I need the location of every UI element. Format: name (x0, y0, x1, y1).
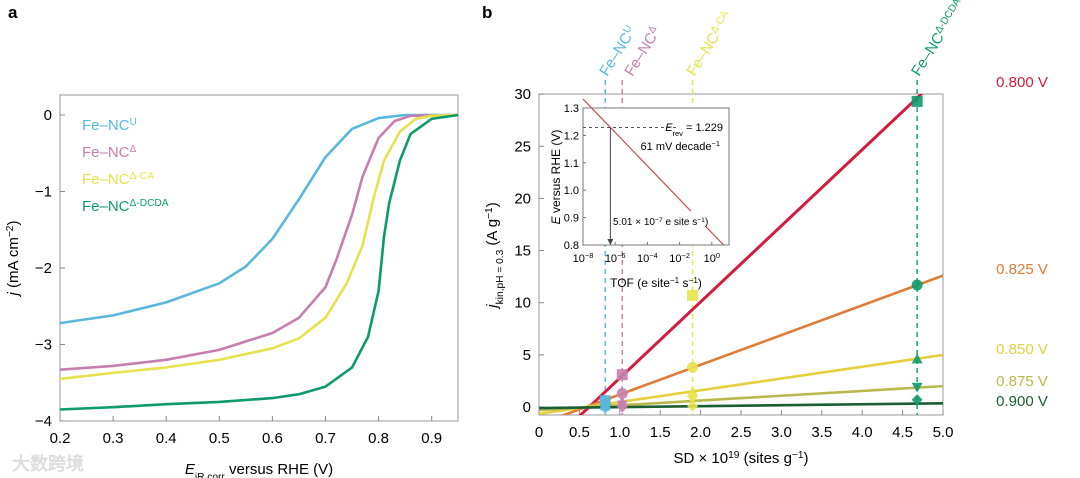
y-tick-label: −1 (35, 184, 52, 201)
inset-x-tick-label: 10−2 (669, 251, 690, 266)
x-tick-label: 5.0 (933, 424, 954, 441)
inset-x-tick-label: 10−6 (605, 251, 626, 266)
potential-label: 0.800 V (996, 74, 1048, 91)
inset-tafel-line (582, 98, 692, 212)
x-tick-label: 4.0 (852, 424, 873, 441)
inset-y-tick-label: 1.2 (564, 130, 579, 142)
data-point-diamond (911, 394, 923, 406)
potential-label: 0.900 V (996, 393, 1048, 410)
x-tick-label: 0.7 (315, 430, 336, 447)
legend-entry: Fe–NCΔ (82, 144, 137, 162)
arrowhead-icon (607, 239, 614, 245)
potential-label: 0.825 V (996, 261, 1048, 278)
x-tick-label: 0.6 (262, 430, 283, 447)
data-point-triangle-up (687, 385, 699, 396)
x-tick-label: 2.0 (690, 424, 711, 441)
y-tick-label: 25 (514, 138, 531, 155)
y-tick-label: −2 (35, 260, 52, 277)
x-axis-title: SD × 1019 (sites g−1) (673, 450, 808, 468)
data-point-circle (687, 361, 699, 373)
inset-x-tick-label: 10−8 (573, 251, 594, 266)
x-tick-label: 0 (535, 424, 543, 441)
inset-y-tick-label: 0.8 (564, 240, 579, 252)
data-point-diamond (616, 401, 628, 413)
x-tick-label: 0.3 (103, 430, 124, 447)
y-tick-label: 0 (523, 399, 531, 416)
inset-y-axis-title: E versus RHE (V) (549, 130, 563, 225)
inset-tof-label: 5.01 × 10−7 e site s−1) (613, 217, 708, 229)
y-tick-label: 30 (514, 86, 531, 103)
x-tick-label: 0.4 (156, 430, 177, 447)
inset-x-axis-title: TOF (e site−1 s−1) (610, 276, 702, 291)
y-tick-label: 15 (514, 243, 531, 260)
x-tick-label: 1.0 (609, 424, 630, 441)
panel-label-a: a (8, 3, 18, 22)
data-point-triangle-up (911, 353, 923, 364)
inset-y-tick-label: 1.0 (564, 185, 579, 197)
inset-x-tick-label: 10−4 (637, 251, 658, 266)
y-tick-label: 10 (514, 295, 531, 312)
series-line-0 (59, 113, 459, 325)
y-tick-label: −3 (35, 337, 52, 354)
x-tick-label: 0.5 (209, 430, 230, 447)
x-tick-label: 0.8 (368, 430, 389, 447)
y-axis-title: j (mA cm−2) (5, 221, 23, 298)
y-axis-title: jkin,pH = 0.3 (A g−1) (484, 202, 506, 309)
series-line-1 (59, 113, 459, 371)
inset-y-tick-label: 1.3 (564, 103, 579, 115)
data-point-square (911, 95, 923, 107)
x-tick-label: 4.5 (892, 424, 913, 441)
x-tick-label: 2.5 (731, 424, 752, 441)
data-point-diamond (599, 402, 611, 414)
catalyst-label: Fe–NCΔ-DCDA (908, 0, 969, 79)
inset-slope-label: 61 mV decade−1 (641, 139, 720, 154)
catalyst-label: Fe–NCΔ-CA (683, 9, 736, 79)
data-point-triangle-down (911, 382, 923, 393)
data-point-diamond (687, 400, 699, 412)
x-tick-label: 0.5 (569, 424, 590, 441)
fit-line-0 (578, 94, 924, 415)
panel-a-frame (59, 94, 459, 422)
data-point-circle (616, 387, 628, 399)
y-tick-label: 5 (523, 347, 531, 364)
panel-label-b: b (482, 3, 492, 22)
series-line-2 (59, 113, 459, 381)
x-tick-label: 0.2 (50, 430, 71, 447)
inset-y-tick-label: 0.9 (564, 213, 579, 225)
x-tick-label: 0.9 (421, 430, 442, 447)
y-tick-label: 0 (44, 107, 52, 124)
inset-y-tick-label: 1.1 (564, 158, 579, 170)
inset-erev-label: Erev = 1.229 (665, 122, 723, 138)
potential-label: 0.850 V (996, 341, 1048, 358)
x-tick-label: 3.5 (811, 424, 832, 441)
x-axis-title: EiR corr versus RHE (V) (185, 461, 333, 478)
legend-entry: Fe–NCU (82, 117, 137, 135)
data-points (599, 95, 923, 414)
legend-entry: Fe–NCΔ-DCDA (82, 198, 169, 216)
data-point-square (687, 289, 699, 301)
x-tick-label: 3.0 (771, 424, 792, 441)
series-line-3 (59, 113, 459, 411)
y-tick-label: 20 (514, 190, 531, 207)
inset-frame (582, 107, 730, 246)
inset-x-tick-label: 100 (704, 251, 720, 266)
fit-line-1 (560, 274, 943, 415)
legend-entry: Fe–NCΔ-CA (82, 171, 154, 189)
data-point-square (616, 369, 628, 381)
data-point-circle (911, 279, 923, 291)
inset-tafel-line (704, 225, 724, 246)
potential-label: 0.875 V (996, 373, 1048, 390)
x-tick-label: 1.5 (650, 424, 671, 441)
watermark: 大数跨境 (12, 453, 84, 474)
data-point-triangle-down (687, 395, 699, 406)
y-tick-label: −4 (35, 413, 52, 430)
